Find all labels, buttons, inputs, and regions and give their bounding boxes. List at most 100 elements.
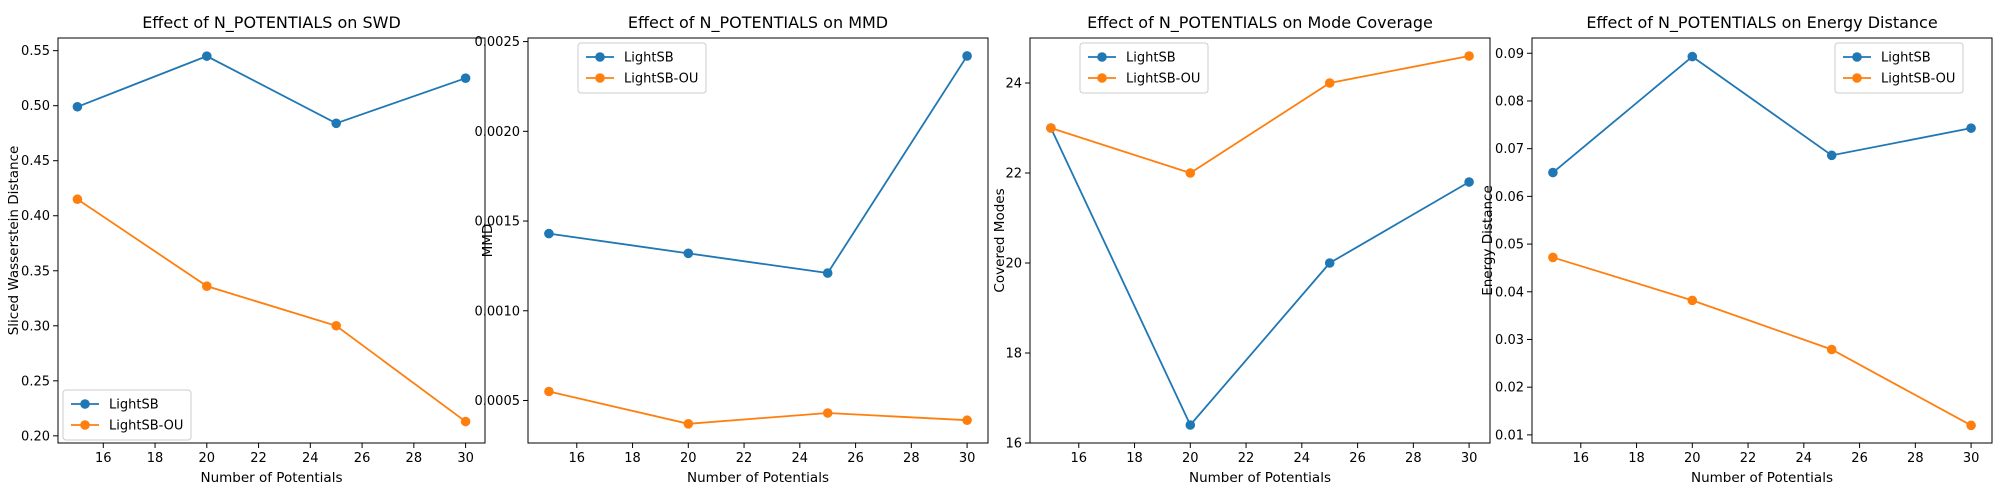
x-tick-label: 22 — [250, 451, 267, 466]
legend-marker — [595, 73, 605, 83]
legend-box — [1079, 42, 1209, 94]
y-tick-label: 0.0015 — [475, 215, 521, 230]
chart-panel-4: Effect of N_POTENTIALS on Energy Distanc… — [1480, 13, 1993, 486]
y-tick-label: 0.30 — [21, 319, 50, 334]
y-tick-label: 0.0020 — [475, 125, 521, 140]
plot-frame — [1029, 37, 1491, 444]
chart-panel-3: Effect of N_POTENTIALS on Mode Coverage 1… — [992, 13, 1491, 486]
legend-label: LightSB — [624, 51, 674, 66]
x-tick-label: 24 — [1796, 451, 1813, 466]
y-tick-label: 0.50 — [21, 99, 50, 114]
x-tick-label: 28 — [1907, 451, 1924, 466]
chart-panel-1: Effect of N_POTENTIALS on SWD 16 18 20 22 24 2… — [6, 13, 486, 486]
series-line-lightsb — [548, 55, 968, 275]
y-tick-label: 0.0010 — [475, 304, 521, 319]
chart-title: Effect of N_POTENTIALS on MMD — [628, 13, 888, 33]
y-axis-label: Covered Modes — [992, 188, 1008, 292]
legend-label: LightSB-OU — [109, 419, 183, 434]
x-tick-label: 22 — [1740, 451, 1757, 466]
x-tick-label: 30 — [457, 451, 474, 466]
data-point — [331, 320, 341, 331]
y-tick-label: 20 — [1005, 257, 1022, 272]
data-point — [1966, 123, 1976, 133]
data-point — [544, 386, 554, 397]
data-point — [1324, 78, 1335, 88]
x-tick-label: 26 — [847, 451, 864, 466]
data-point — [962, 51, 972, 61]
x-tick-label: 20 — [680, 451, 697, 466]
plot-frame — [57, 37, 486, 444]
data-point — [460, 416, 471, 427]
legend-marker — [80, 399, 90, 409]
y-tick-label: 0.35 — [21, 264, 50, 279]
x-tick-label: 20 — [1182, 451, 1199, 466]
x-axis-label: Number of Potentials — [1189, 470, 1331, 486]
data-point — [1185, 420, 1196, 430]
y-tick-label: 0.01 — [1495, 428, 1524, 443]
data-point — [202, 51, 212, 61]
data-point — [1687, 51, 1698, 62]
legend-marker — [1097, 73, 1107, 83]
y-tick-label: 0.02 — [1495, 381, 1524, 396]
y-tick-label: 0.0005 — [475, 394, 521, 409]
x-tick-label: 18 — [147, 451, 164, 466]
data-point — [1687, 295, 1698, 306]
x-tick-label: 24 — [1294, 451, 1311, 466]
x-axis-label: Number of Potentials — [1691, 470, 1833, 486]
legend-box — [1834, 42, 1964, 94]
x-tick-label: 22 — [1238, 451, 1255, 466]
data-point — [72, 101, 83, 112]
y-tick-label: 0.55 — [21, 44, 50, 59]
x-tick-label: 28 — [1405, 451, 1422, 466]
x-tick-label: 16 — [95, 451, 112, 466]
chart-panel-2: Effect of N_POTENTIALS on MMD 16 18 20 22 24 2… — [475, 13, 989, 486]
data-point — [1826, 150, 1837, 161]
data-point — [683, 248, 694, 259]
x-tick-label: 16 — [1071, 451, 1088, 466]
x-axis-label: Number of Potentials — [687, 470, 829, 486]
x-tick-label: 30 — [959, 451, 976, 466]
legend-marker — [80, 420, 90, 430]
legend-label: LightSB — [1881, 51, 1931, 66]
data-point — [1464, 177, 1474, 187]
x-tick-label: 28 — [903, 451, 920, 466]
y-axis-label: Energy Distance — [1480, 185, 1496, 296]
x-axis-label: Number of Potentials — [200, 470, 342, 486]
y-axis-label: MMD — [480, 224, 496, 258]
data-point — [1966, 420, 1976, 431]
y-tick-label: 16 — [1005, 437, 1022, 452]
x-tick-label: 22 — [736, 451, 753, 466]
y-tick-label: 0.45 — [21, 154, 50, 169]
x-tick-label: 20 — [199, 451, 216, 466]
data-point — [460, 73, 471, 83]
x-tick-label: 24 — [792, 451, 809, 466]
series-line-lightsb — [1050, 127, 1470, 427]
series-line-lightsb — [77, 55, 466, 125]
x-tick-label: 18 — [1126, 451, 1143, 466]
x-tick-label: 26 — [1349, 451, 1366, 466]
legend-label: LightSB — [109, 398, 159, 413]
y-tick-label: 0.25 — [21, 374, 50, 389]
x-tick-label: 28 — [406, 451, 423, 466]
data-point — [1464, 51, 1474, 61]
x-tick-label: 20 — [1684, 451, 1701, 466]
y-tick-label: 24 — [1005, 77, 1022, 92]
plot-frame — [1531, 37, 1993, 444]
data-point — [822, 268, 833, 278]
x-tick-label: 30 — [1963, 451, 1980, 466]
legend-label: LightSB-OU — [624, 72, 698, 87]
data-point — [1548, 167, 1558, 178]
data-point — [1826, 344, 1837, 355]
y-tick-label: 0.07 — [1495, 142, 1524, 157]
legend-marker — [595, 52, 605, 62]
data-point — [331, 118, 341, 129]
y-tick-label: 0.04 — [1495, 285, 1524, 300]
data-point — [1324, 258, 1335, 268]
x-tick-label: 30 — [1461, 451, 1478, 466]
chart-title: Effect of N_POTENTIALS on Energy Distanc… — [1586, 13, 1937, 33]
series-line-lightsb-ou — [76, 198, 467, 423]
legend-marker — [1852, 52, 1862, 62]
legend-marker — [1852, 73, 1862, 83]
x-tick-label: 18 — [624, 451, 641, 466]
